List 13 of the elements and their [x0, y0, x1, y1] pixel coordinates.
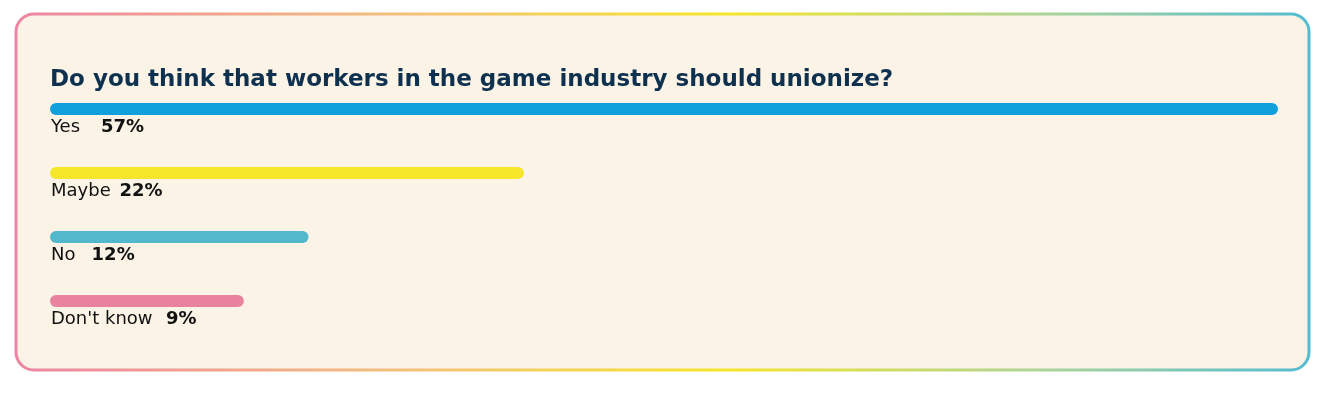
bar	[50, 231, 309, 243]
y-tick-label: Don't know	[51, 307, 153, 328]
y-tick-label: Yes	[50, 115, 81, 136]
y-tick-label: No	[51, 243, 76, 264]
data-label: 12%	[91, 243, 135, 264]
chart-title: Do you think that workers in the game industry should unionize?	[50, 65, 894, 91]
data-label: 22%	[119, 179, 163, 200]
data-label: 57%	[100, 115, 144, 136]
data-label: 9%	[166, 307, 197, 328]
y-tick-label: Maybe	[51, 179, 111, 200]
bar	[50, 103, 1278, 115]
bar	[50, 167, 524, 179]
bar	[50, 295, 244, 307]
